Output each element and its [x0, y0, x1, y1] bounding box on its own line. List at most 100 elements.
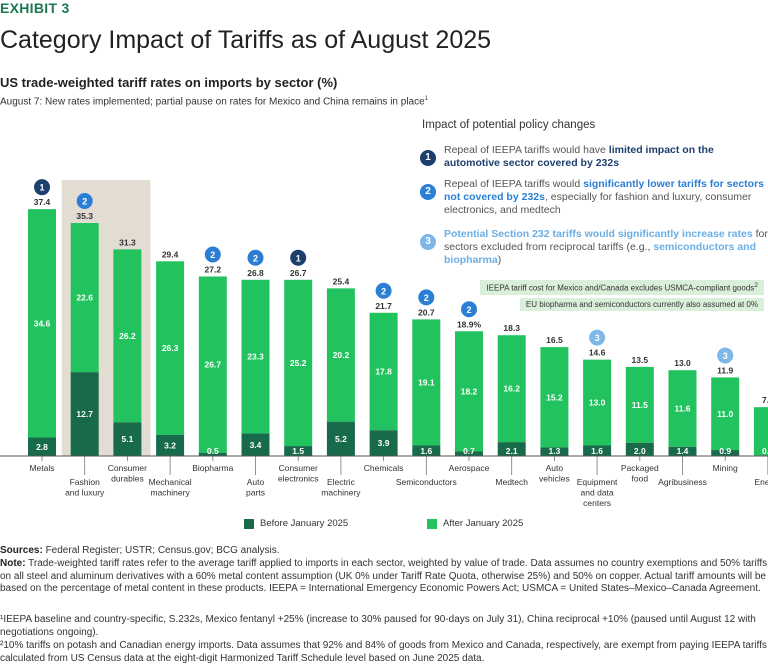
category-label: Agribusiness [658, 477, 707, 487]
category-label: vehicles [539, 474, 570, 484]
category-label: Metals [29, 463, 54, 473]
category-label: Electric [327, 477, 356, 487]
impact-item-3-emphasis: Potential Section 232 tariffs would sign… [444, 228, 753, 240]
before-value-label: 2.1 [506, 446, 518, 456]
category-label: Auto [546, 463, 564, 473]
bar-after-3 [156, 261, 185, 435]
bar-before-5 [241, 433, 270, 456]
legend-after-label: After January 2025 [443, 518, 524, 529]
category-label: Medtech [495, 477, 528, 487]
bar-after-15 [668, 370, 697, 447]
policy-badge-1-icon [34, 179, 50, 196]
before-value-label: 5.1 [121, 434, 133, 444]
bar-after-1 [70, 223, 99, 373]
total-value-label: 31.3 [119, 237, 136, 247]
footnote-1: ¹IEEPA baseline and country-specific, S.… [0, 614, 756, 638]
total-value-label: 21.7 [375, 301, 392, 311]
category-label: parts [246, 488, 265, 498]
total-value-label: 14.6 [589, 348, 606, 358]
stacked-bar-chart: 34.62.837.41Metals22.612.735.32Fashionan… [0, 179, 768, 508]
chart-description: August 7: New rates implemented; partial… [0, 96, 428, 107]
total-value-label: 11.9 [717, 365, 733, 375]
category-label: Consumer [279, 463, 318, 473]
after-value-label: 23.3 [247, 352, 264, 362]
policy-badge-2-icon [247, 249, 264, 266]
policy-badge-number: 3 [723, 351, 728, 361]
category-label: Fashion [70, 477, 101, 487]
total-value-label: 37.4 [34, 197, 51, 207]
before-value-label: 1.6 [591, 446, 603, 456]
category-label: food [632, 474, 649, 484]
impact-item-1-pre: Repeal of IEEPA tariffs would have [444, 144, 609, 156]
after-value-label: 11.0 [717, 409, 733, 419]
note-eu: EU biopharma and semiconductors currentl… [519, 298, 764, 311]
before-value-label: 1.5 [292, 446, 304, 456]
total-value-label: 16.5 [546, 335, 563, 345]
policy-badge-number: 1 [39, 183, 44, 193]
impact-item-3-text: Potential Section 232 tariffs would sign… [444, 228, 768, 267]
total-value-label: 20.7 [418, 307, 435, 317]
category-label: Packaged [621, 463, 659, 473]
impact-item-1-emphasis: limited impact on the automotive sector … [444, 144, 714, 169]
policy-badge-3-icon [717, 347, 734, 364]
bar-before-7 [326, 421, 355, 456]
policy-badge-number: 2 [82, 197, 87, 207]
category-label: Mining [713, 463, 738, 473]
sources-text: Federal Register; USTR; Census.gov; BCG … [45, 545, 280, 556]
chart-description-text: August 7: New rates implemented; partial… [0, 96, 425, 108]
before-value-label: 1.3 [548, 446, 560, 456]
bar-before-16 [711, 450, 740, 456]
policy-badge-2-icon [418, 289, 435, 306]
bar-after-11 [497, 335, 526, 443]
after-value-label: 15.2 [546, 392, 563, 402]
total-value-label: 26.8 [247, 268, 264, 278]
legend-before-swatch [244, 519, 254, 529]
before-value-label: 0.1 [762, 446, 768, 456]
bar-after-2 [113, 249, 142, 423]
policy-badge-number: 2 [424, 293, 429, 303]
after-value-label: 26.7 [205, 360, 222, 370]
impact-item-2-text: Repeal of IEEPA tariffs would significan… [444, 178, 768, 217]
category-label: Consumer [108, 463, 147, 473]
policy-badge-number: 2 [466, 305, 471, 315]
impact-item-3-post: for sectors excluded from reciprocal tar… [444, 228, 768, 253]
bar-before-6 [284, 446, 313, 456]
total-value-label: 29.4 [162, 249, 179, 259]
policy-badge-number: 2 [381, 286, 386, 296]
sources: Sources: Federal Register; USTR; Census.… [0, 545, 768, 558]
after-value-label: 11.6 [674, 403, 690, 413]
legend-after-swatch [427, 519, 437, 529]
policy-badge-number: 2 [253, 253, 258, 263]
chart-subtitle: US trade-weighted tariff rates on import… [0, 75, 338, 90]
category-label: Chemicals [364, 463, 404, 473]
bar-after-7 [326, 288, 355, 422]
note-text: Trade-weighted tariff rates refer to the… [0, 558, 768, 594]
impact-item-3-emphasis-2: semiconductors and biopharma [444, 241, 757, 266]
bar-after-16 [711, 377, 740, 451]
bar-after-5 [241, 279, 270, 434]
policy-badge-number: 2 [210, 250, 215, 260]
category-label: Aerospace [449, 463, 490, 473]
total-value-label: 18.9% [457, 319, 482, 329]
after-value-label: 34.6 [34, 318, 51, 328]
total-value-label: 18.3 [503, 323, 520, 333]
after-value-label: 26.3 [162, 343, 179, 353]
policy-badge-number: 3 [595, 333, 600, 343]
footnote-2: ²10% tariffs on potash and Canadian ener… [0, 640, 767, 664]
after-value-label: 13.0 [589, 398, 606, 408]
bar-after-14 [625, 366, 654, 443]
bar-before-0 [28, 437, 56, 456]
bar-after-17 [753, 407, 768, 456]
policy-badge-2-icon [375, 282, 392, 299]
bar-after-6 [284, 279, 313, 447]
before-value-label: 0.7 [463, 446, 475, 456]
total-value-label: 27.2 [205, 264, 222, 274]
total-value-label: 35.3 [76, 211, 93, 221]
after-value-label: 19.1 [418, 377, 435, 387]
bar-before-15 [668, 446, 697, 456]
policy-badge-number: 1 [296, 253, 301, 263]
bar-before-8 [369, 430, 398, 456]
category-label: electronics [278, 474, 319, 484]
bar-after-0 [28, 209, 56, 438]
footnote-ref-1: 1 [424, 96, 429, 102]
